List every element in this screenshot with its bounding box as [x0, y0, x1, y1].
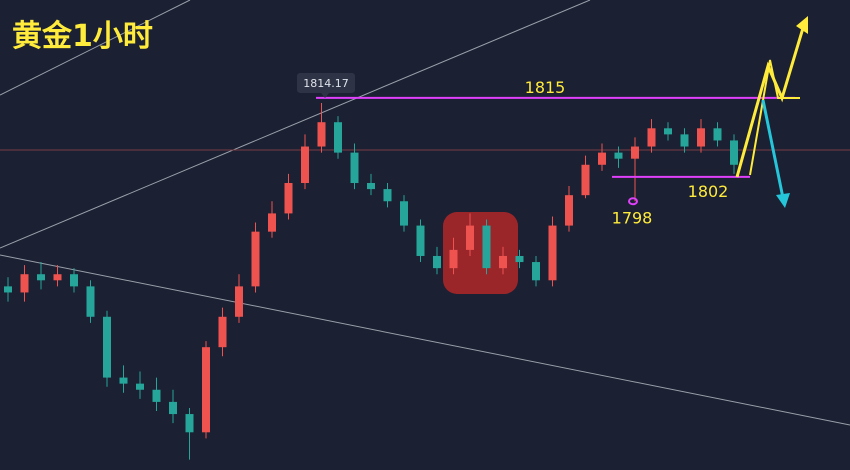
candle-body [218, 316, 227, 348]
candle-body [20, 274, 29, 293]
level-label: 1798 [612, 208, 653, 227]
candle-body [548, 225, 557, 281]
candle-body [119, 377, 128, 384]
candle-body [86, 286, 95, 317]
candle-body [730, 140, 738, 165]
candle-body [4, 286, 12, 293]
arrow-head [796, 16, 808, 34]
candle-body [152, 389, 161, 402]
candle-body [581, 164, 590, 196]
forecast-arrow [761, 99, 785, 199]
candle-body [532, 262, 540, 281]
low-marker [628, 197, 638, 206]
trend-line [0, 0, 591, 249]
candle-body [169, 401, 177, 415]
candle-body [449, 249, 458, 269]
candle-body [202, 347, 210, 433]
candle-body [37, 274, 45, 281]
candle-body [515, 255, 524, 263]
candle-body [334, 122, 342, 153]
arrow-head [776, 193, 790, 208]
forecast-arrow [749, 59, 800, 176]
candle-body [383, 189, 392, 202]
candle-body [53, 274, 62, 281]
candle-body [185, 414, 194, 433]
candle-body [350, 152, 359, 184]
candle-body [598, 152, 606, 165]
candle-body [565, 195, 573, 226]
candle-body [482, 225, 491, 269]
candle-body [647, 128, 656, 147]
high-label-box [297, 72, 355, 93]
seal-stamp [443, 212, 518, 294]
candle-body [680, 134, 689, 147]
candle-body [70, 274, 78, 287]
candle-body [499, 255, 507, 269]
candle-body [251, 231, 260, 287]
level-label: 1802 [688, 182, 729, 201]
high-label-pointer [321, 92, 329, 98]
candle-body [284, 183, 293, 214]
candle-body [433, 255, 441, 269]
candle-body [103, 316, 111, 378]
chart-title: 黄金1小时 [12, 19, 153, 54]
candle-body [664, 128, 672, 135]
trend-line [0, 0, 191, 96]
candle-body [416, 225, 425, 256]
high-label: 1814.17 [303, 77, 349, 90]
candle-body [301, 146, 309, 184]
candle-body [466, 225, 474, 250]
candle-body [136, 383, 144, 390]
candle-body [268, 213, 276, 232]
candle-body [614, 152, 623, 159]
candle-body [697, 128, 705, 147]
candle-body [631, 146, 639, 159]
candle-body [400, 201, 408, 226]
candle-body [713, 128, 722, 141]
trend-line [0, 254, 850, 426]
candle-body [367, 183, 375, 190]
level-label: 1815 [525, 78, 566, 97]
candle-body [235, 286, 243, 317]
candle-body [317, 122, 326, 147]
